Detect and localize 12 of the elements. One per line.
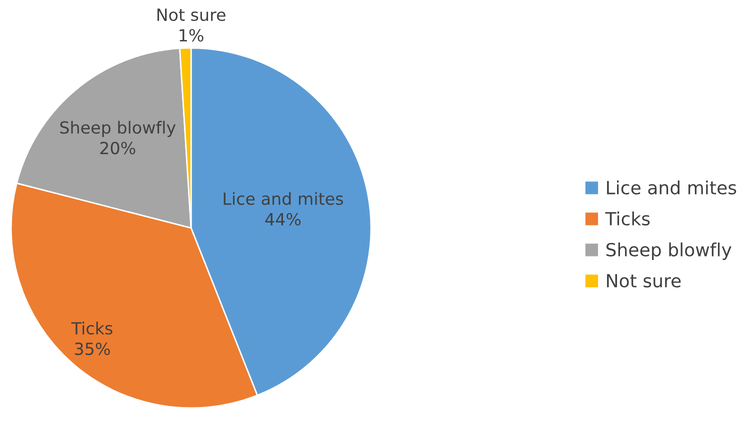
legend-label: Sheep blowfly [606,242,732,260]
legend-label: Not sure [607,274,681,288]
data-label: 35% [75,342,110,356]
legend-label: Lice and mites [607,180,736,194]
data-label: 44% [265,212,301,226]
slice-label: Ticks [71,322,112,335]
legend-label: Ticks [605,212,650,226]
data-label: 20% [100,142,136,154]
slice-label: Sheep blowfly [60,120,176,138]
data-label: 1% [180,29,204,42]
slice-label: Not sure [157,8,226,22]
slice-label: Lice and mites [224,192,343,205]
